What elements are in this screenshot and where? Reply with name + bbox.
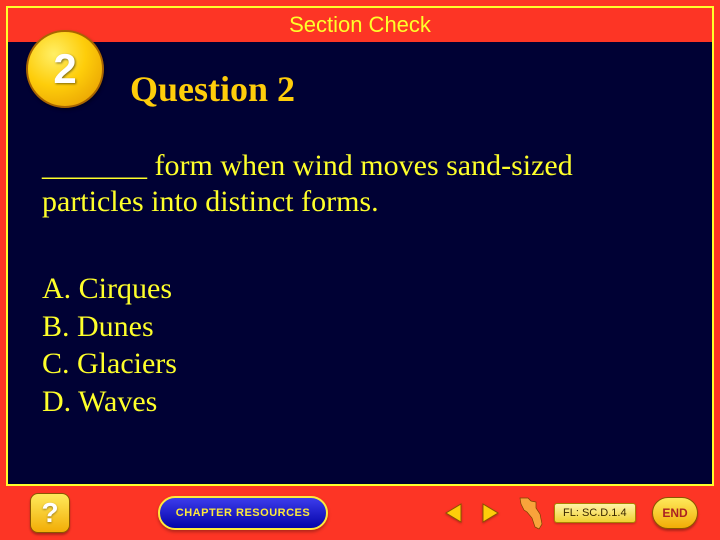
content-panel: Section Check 2 Question 2 _______ form …	[6, 6, 714, 486]
nav-prev-button[interactable]	[440, 499, 468, 527]
end-label: END	[662, 506, 687, 520]
section-check-title: Section Check	[289, 12, 431, 38]
triangle-left-icon	[443, 502, 465, 524]
section-number-badge: 2	[26, 30, 104, 108]
nav-arrows	[440, 499, 504, 527]
answer-list: A. Cirques B. Dunes C. Glaciers D. Waves	[42, 270, 177, 420]
slide-container: Section Check 2 Question 2 _______ form …	[0, 0, 720, 540]
section-number: 2	[53, 45, 76, 93]
header-bar: Section Check	[8, 8, 712, 42]
help-button[interactable]: ?	[30, 493, 70, 533]
florida-icon	[518, 494, 546, 532]
nav-next-button[interactable]	[476, 499, 504, 527]
chapter-resources-label: CHAPTER RESOURCES	[176, 507, 310, 519]
question-mark-icon: ?	[41, 497, 58, 529]
footer-bar: ? CHAPTER RESOURCES FL: SC.D.1.4	[0, 486, 720, 540]
standard-badge: FL: SC.D.1.4	[554, 503, 636, 523]
triangle-right-icon	[479, 502, 501, 524]
answer-c: C. Glaciers	[42, 345, 177, 383]
answer-a: A. Cirques	[42, 270, 177, 308]
answer-b: B. Dunes	[42, 308, 177, 346]
chapter-resources-button[interactable]: CHAPTER RESOURCES	[158, 496, 328, 530]
answer-d: D. Waves	[42, 383, 177, 421]
question-heading: Question 2	[130, 68, 295, 110]
standard-label: FL: SC.D.1.4	[563, 507, 627, 519]
end-button[interactable]: END	[652, 497, 698, 529]
question-text: _______ form when wind moves sand-sized …	[42, 148, 662, 220]
